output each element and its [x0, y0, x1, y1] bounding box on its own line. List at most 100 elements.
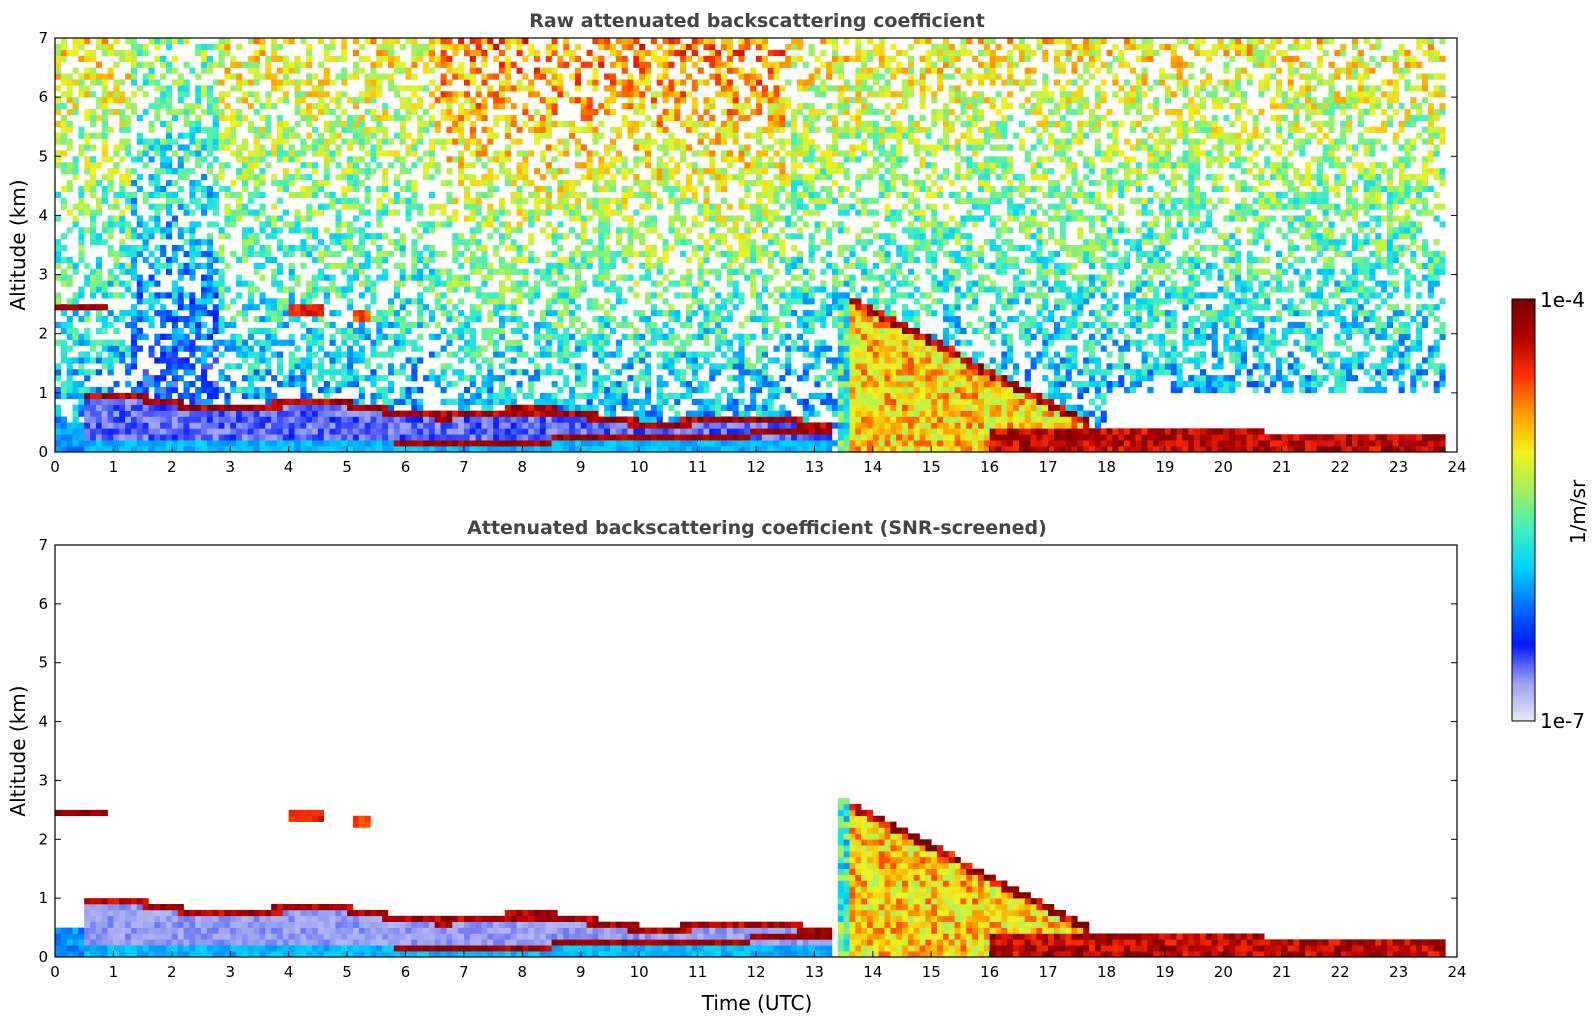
- heatmap-cell: [218, 404, 225, 411]
- heatmap-cell: [329, 55, 336, 62]
- heatmap-cell: [382, 404, 389, 411]
- heatmap-cell: [119, 416, 126, 423]
- heatmap-cell: [335, 250, 342, 258]
- heatmap-cell: [475, 434, 482, 441]
- heatmap-cell: [423, 168, 430, 175]
- heatmap-cell: [428, 256, 436, 264]
- heatmap-cell: [224, 43, 231, 51]
- heatmap-cell: [154, 392, 161, 400]
- heatmap-cell: [101, 156, 108, 163]
- heatmap-cell: [119, 392, 126, 400]
- heatmap-cell: [387, 304, 395, 311]
- heatmap-cell: [539, 310, 546, 317]
- heatmap-cell: [563, 91, 570, 98]
- heatmap-cell: [101, 108, 108, 116]
- heatmap-cell: [563, 262, 570, 269]
- heatmap-cell: [335, 174, 342, 181]
- heatmap-cell: [189, 120, 196, 128]
- heatmap-cell: [393, 55, 400, 62]
- heatmap-cell: [423, 446, 430, 453]
- heatmap-cell: [288, 422, 295, 429]
- heatmap-cell: [183, 85, 190, 92]
- heatmap-cell: [294, 97, 301, 104]
- heatmap-cell: [247, 286, 254, 293]
- heatmap-cell: [352, 132, 360, 139]
- heatmap-cell: [481, 434, 488, 441]
- heatmap-cell: [668, 422, 675, 429]
- heatmap-cell: [428, 191, 436, 198]
- heatmap-cell: [130, 416, 138, 423]
- heatmap-cell: [177, 298, 184, 305]
- heatmap-cell: [341, 369, 348, 376]
- heatmap-cell: [645, 49, 652, 57]
- heatmap-cell: [545, 392, 552, 400]
- heatmap-cell: [440, 410, 447, 417]
- heatmap-cell: [218, 174, 225, 181]
- heatmap-cell: [680, 381, 687, 388]
- heatmap-cell: [504, 446, 511, 453]
- heatmap-cell: [645, 262, 652, 269]
- heatmap-cell: [364, 108, 371, 116]
- heatmap-cell: [539, 209, 546, 216]
- heatmap-cell: [329, 422, 336, 429]
- heatmap-cell: [364, 162, 371, 169]
- heatmap-cell: [206, 103, 214, 110]
- heatmap-cell: [551, 120, 558, 128]
- heatmap-cell: [271, 416, 278, 423]
- heatmap-cell: [732, 103, 739, 110]
- heatmap-cell: [557, 85, 564, 92]
- heatmap-cell: [738, 440, 745, 447]
- heatmap-cell: [498, 333, 506, 340]
- heatmap-cell: [639, 345, 646, 352]
- heatmap-cell: [312, 144, 319, 151]
- heatmap-cell: [201, 55, 208, 62]
- heatmap-cell: [627, 446, 634, 453]
- heatmap-cell: [469, 410, 476, 417]
- heatmap-cell: [621, 203, 628, 210]
- heatmap-cell: [352, 381, 360, 388]
- heatmap-cell: [703, 185, 710, 193]
- heatmap-cell: [510, 369, 517, 376]
- heatmap-cell: [206, 446, 214, 453]
- heatmap-cell: [586, 97, 593, 104]
- heatmap-cell: [557, 79, 564, 86]
- heatmap-cell: [598, 398, 605, 405]
- heatmap-cell: [650, 404, 657, 411]
- heatmap-cell: [393, 369, 400, 376]
- heatmap-cell: [668, 85, 675, 92]
- heatmap-cell: [90, 422, 97, 429]
- heatmap-cell: [680, 233, 687, 240]
- heatmap-cell: [241, 310, 249, 317]
- heatmap-cell: [469, 428, 476, 435]
- heatmap-cell: [183, 61, 190, 68]
- heatmap-cell: [148, 292, 155, 299]
- heatmap-cell: [358, 268, 365, 275]
- heatmap-cell: [148, 416, 155, 423]
- heatmap-cell: [206, 43, 214, 51]
- heatmap-cell: [78, 304, 85, 311]
- heatmap-cell: [259, 209, 266, 216]
- heatmap-cell: [522, 416, 529, 423]
- heatmap-cell: [674, 434, 681, 441]
- heatmap-cell: [317, 250, 325, 258]
- heatmap-cell: [563, 446, 570, 453]
- heatmap-cell: [463, 49, 471, 57]
- heatmap-cell: [551, 174, 558, 181]
- heatmap-cell: [504, 245, 511, 252]
- heatmap-cell: [352, 250, 360, 258]
- heatmap-cell: [598, 381, 605, 388]
- heatmap-cell: [95, 114, 103, 122]
- heatmap-cell: [703, 310, 710, 317]
- heatmap-cell: [393, 310, 400, 317]
- heatmap-cell: [282, 61, 289, 68]
- heatmap-cell: [481, 215, 488, 222]
- heatmap-cell: [312, 209, 319, 216]
- heatmap-cell: [545, 132, 552, 139]
- heatmap-cell: [95, 97, 103, 104]
- heatmap-cell: [703, 256, 710, 264]
- heatmap-cell: [574, 363, 582, 370]
- heatmap-cell: [90, 286, 97, 293]
- heatmap-cell: [253, 185, 260, 193]
- heatmap-cell: [674, 162, 681, 169]
- heatmap-cell: [726, 404, 733, 411]
